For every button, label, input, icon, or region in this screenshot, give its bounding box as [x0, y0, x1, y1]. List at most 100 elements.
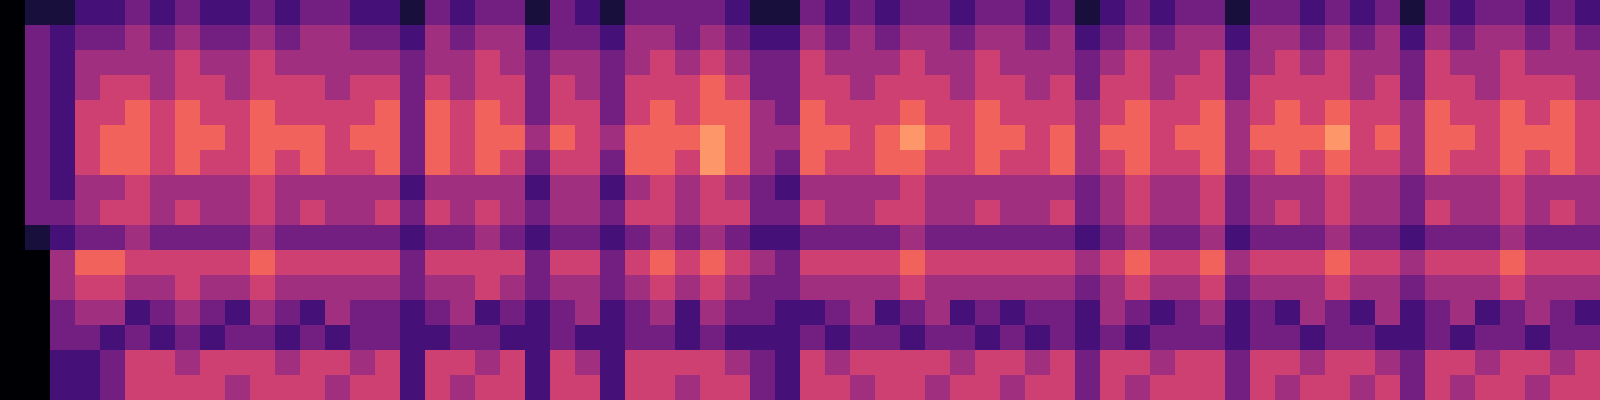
cell	[350, 275, 376, 301]
cell	[100, 175, 126, 201]
cell	[300, 125, 326, 151]
cell	[675, 175, 701, 201]
cell	[550, 225, 576, 251]
cell	[1400, 100, 1426, 126]
cell	[100, 325, 126, 351]
cell	[650, 75, 676, 101]
cell	[25, 375, 51, 400]
cell	[150, 50, 176, 76]
cell	[1150, 25, 1176, 51]
cell	[1450, 375, 1476, 400]
cell	[1375, 250, 1401, 276]
cell	[950, 150, 976, 176]
cell	[225, 100, 251, 126]
cell	[1200, 75, 1226, 101]
cell	[425, 275, 451, 301]
cell	[525, 50, 551, 76]
cell	[525, 375, 551, 400]
cell	[700, 200, 726, 226]
cell	[975, 350, 1001, 376]
cell	[1575, 375, 1600, 400]
cell	[400, 300, 426, 326]
cell	[625, 225, 651, 251]
cell	[975, 375, 1001, 400]
cell	[400, 225, 426, 251]
cell	[1375, 0, 1401, 26]
cell	[725, 25, 751, 51]
cell	[1525, 250, 1551, 276]
cell	[650, 100, 676, 126]
cell	[200, 325, 226, 351]
cell	[1200, 375, 1226, 400]
cell	[200, 100, 226, 126]
cell	[475, 225, 501, 251]
cell	[500, 375, 526, 400]
cell	[825, 200, 851, 226]
cell	[200, 275, 226, 301]
cell	[700, 100, 726, 126]
cell	[950, 25, 976, 51]
cell	[25, 225, 51, 251]
cell	[900, 375, 926, 400]
cell	[775, 100, 801, 126]
cell	[725, 175, 751, 201]
cell	[1200, 200, 1226, 226]
cell	[400, 250, 426, 276]
cell	[525, 325, 551, 351]
cell	[1150, 375, 1176, 400]
cell	[75, 200, 101, 226]
cell	[1575, 250, 1600, 276]
cell	[650, 50, 676, 76]
cell	[50, 0, 76, 26]
cell	[925, 125, 951, 151]
cell	[625, 125, 651, 151]
cell	[450, 350, 476, 376]
cell	[500, 225, 526, 251]
cell	[475, 275, 501, 301]
cell	[1375, 100, 1401, 126]
cell	[25, 200, 51, 226]
cell	[475, 350, 501, 376]
cell	[750, 150, 776, 176]
cell	[1475, 0, 1501, 26]
cell	[175, 200, 201, 226]
cell	[475, 50, 501, 76]
cell	[375, 150, 401, 176]
cell	[250, 275, 276, 301]
cell	[1200, 125, 1226, 151]
cell	[1300, 200, 1326, 226]
cell	[1225, 200, 1251, 226]
cell	[625, 325, 651, 351]
cell	[375, 200, 401, 226]
cell	[600, 50, 626, 76]
cell	[325, 125, 351, 151]
cell	[975, 0, 1001, 26]
cell	[925, 225, 951, 251]
cell	[75, 100, 101, 126]
cell	[25, 125, 51, 151]
cell	[400, 350, 426, 376]
cell	[1075, 250, 1101, 276]
cell	[100, 275, 126, 301]
cell	[1525, 125, 1551, 151]
cell	[350, 25, 376, 51]
cell	[500, 100, 526, 126]
cell	[1100, 0, 1126, 26]
cell	[1400, 150, 1426, 176]
cell	[1550, 350, 1576, 376]
cell	[1450, 275, 1476, 301]
cell	[1525, 325, 1551, 351]
cell	[1125, 325, 1151, 351]
cell	[1050, 175, 1076, 201]
cell	[1050, 75, 1076, 101]
cell	[700, 0, 726, 26]
cell	[675, 75, 701, 101]
cell	[325, 300, 351, 326]
cell	[600, 200, 626, 226]
cell	[825, 250, 851, 276]
cell	[175, 25, 201, 51]
cell	[1150, 275, 1176, 301]
cell	[1000, 125, 1026, 151]
cell	[125, 275, 151, 301]
cell	[50, 300, 76, 326]
